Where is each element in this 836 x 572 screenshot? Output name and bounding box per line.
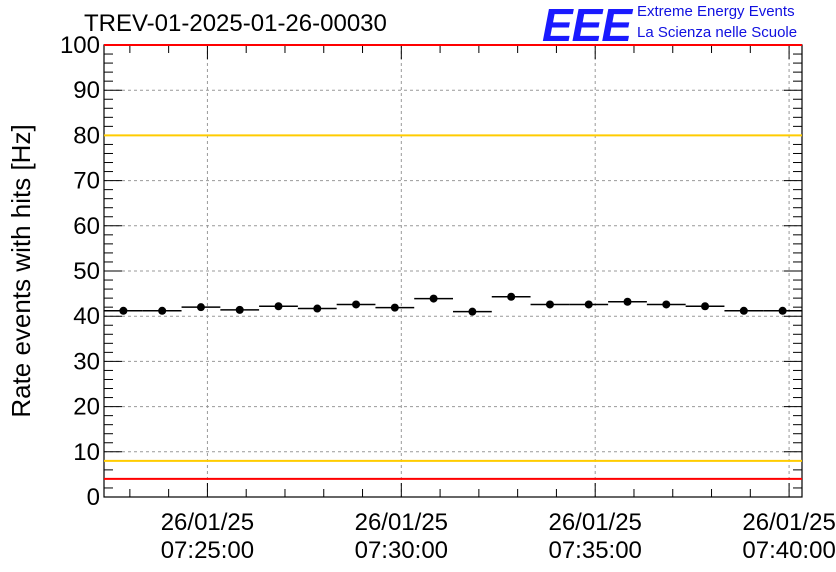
- data-point: [119, 306, 128, 315]
- logo-subtitle-1: Extreme Energy Events: [637, 3, 795, 20]
- data-point: [623, 297, 632, 306]
- data-point: [158, 306, 167, 315]
- y-tick-label: 60: [73, 213, 100, 240]
- data-point: [778, 306, 787, 315]
- x-tick-label-time: 07:40:00: [742, 537, 835, 564]
- y-tick-label: 70: [73, 168, 100, 195]
- x-tick-label-time: 07:35:00: [548, 537, 641, 564]
- data-point: [196, 303, 205, 312]
- data-point: [584, 300, 593, 309]
- data-point: [390, 303, 399, 312]
- x-tick-label-date: 26/01/25: [161, 509, 254, 536]
- y-tick-label: 80: [73, 122, 100, 149]
- eee-logo: EEE: [542, 0, 632, 51]
- data-point: [507, 292, 516, 301]
- y-tick-label: 40: [73, 303, 100, 330]
- x-tick-label-date: 26/01/25: [548, 509, 641, 536]
- data-point: [739, 306, 748, 315]
- data-point: [313, 304, 322, 313]
- x-tick-label-time: 07:30:00: [355, 537, 448, 564]
- y-tick-label: 100: [60, 32, 100, 59]
- y-tick-label: 90: [73, 77, 100, 104]
- x-tick-label-time: 07:25:00: [161, 537, 254, 564]
- y-tick-label: 20: [73, 394, 100, 421]
- y-axis-label: Rate events with hits [Hz]: [6, 124, 36, 417]
- y-tick-label: 10: [73, 439, 100, 466]
- data-point: [701, 302, 710, 311]
- chart-title: TREV-01-2025-01-26-00030: [84, 10, 387, 37]
- data-point: [274, 302, 283, 311]
- data-point: [429, 294, 438, 303]
- y-tick-label: 0: [87, 484, 100, 511]
- x-tick-label-date: 26/01/25: [742, 509, 835, 536]
- data-point: [545, 300, 554, 309]
- x-tick-label-date: 26/01/25: [355, 509, 448, 536]
- data-point: [468, 307, 477, 316]
- data-point: [352, 300, 361, 309]
- y-tick-label: 50: [73, 258, 100, 285]
- y-tick-label: 30: [73, 348, 100, 375]
- logo-subtitle-2: La Scienza nelle Scuole: [637, 24, 798, 41]
- data-point: [235, 305, 244, 314]
- data-point: [662, 300, 671, 309]
